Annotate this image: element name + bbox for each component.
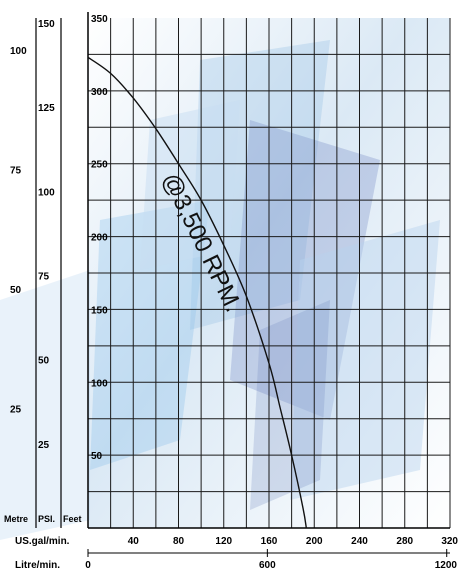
tick-label-feet: 200 [91,233,108,244]
axis-label-feet: Feet [63,514,82,524]
tick-label-psi: 150 [38,19,55,30]
tick-label-metre: 75 [10,166,22,177]
tick-label-lpm: 600 [259,560,276,571]
grid [88,18,451,529]
tick-label-feet: 50 [91,451,103,462]
tick-label-psi: 100 [38,187,55,198]
tick-label-usgpm: 40 [128,536,140,547]
tick-label-psi: 50 [38,356,50,367]
tick-label-psi: 125 [38,103,55,114]
tick-label-usgpm: 120 [215,536,232,547]
axis-label-lpm: Litre/min. [15,560,60,571]
tick-label-usgpm: 80 [173,536,185,547]
axis-label-metre: Metre [4,514,28,524]
tick-label-psi: 75 [38,272,50,283]
tick-label-usgpm: 200 [306,536,323,547]
tick-label-lpm: 0 [85,560,91,571]
tick-label-usgpm: 160 [261,536,278,547]
axis-label-psi: PSI. [38,514,55,524]
tick-label-feet: 250 [91,160,108,171]
tick-label-usgpm: 280 [396,536,413,547]
tick-label-metre: 50 [10,285,22,296]
tick-label-feet: 350 [91,14,108,25]
tick-label-feet: 100 [91,378,108,389]
axis-label-usgpm: US.gal/min. [15,536,70,547]
series-line-pump-curve [87,56,307,529]
series [87,56,307,529]
tick-label-feet: 300 [91,87,108,98]
tick-label-metre: 100 [10,46,27,57]
tick-label-psi: 25 [38,440,50,451]
axes [35,12,450,557]
tick-labels: 50 100 150 200 250 300 350 25 50 75 100 125 150 25 50 7… [4,14,458,571]
tick-label-lpm: 1200 [435,560,458,571]
tick-label-metre: 25 [10,405,22,416]
tick-label-usgpm: 240 [351,536,368,547]
tick-label-usgpm: 320 [441,536,458,547]
tick-label-feet: 150 [91,305,108,316]
